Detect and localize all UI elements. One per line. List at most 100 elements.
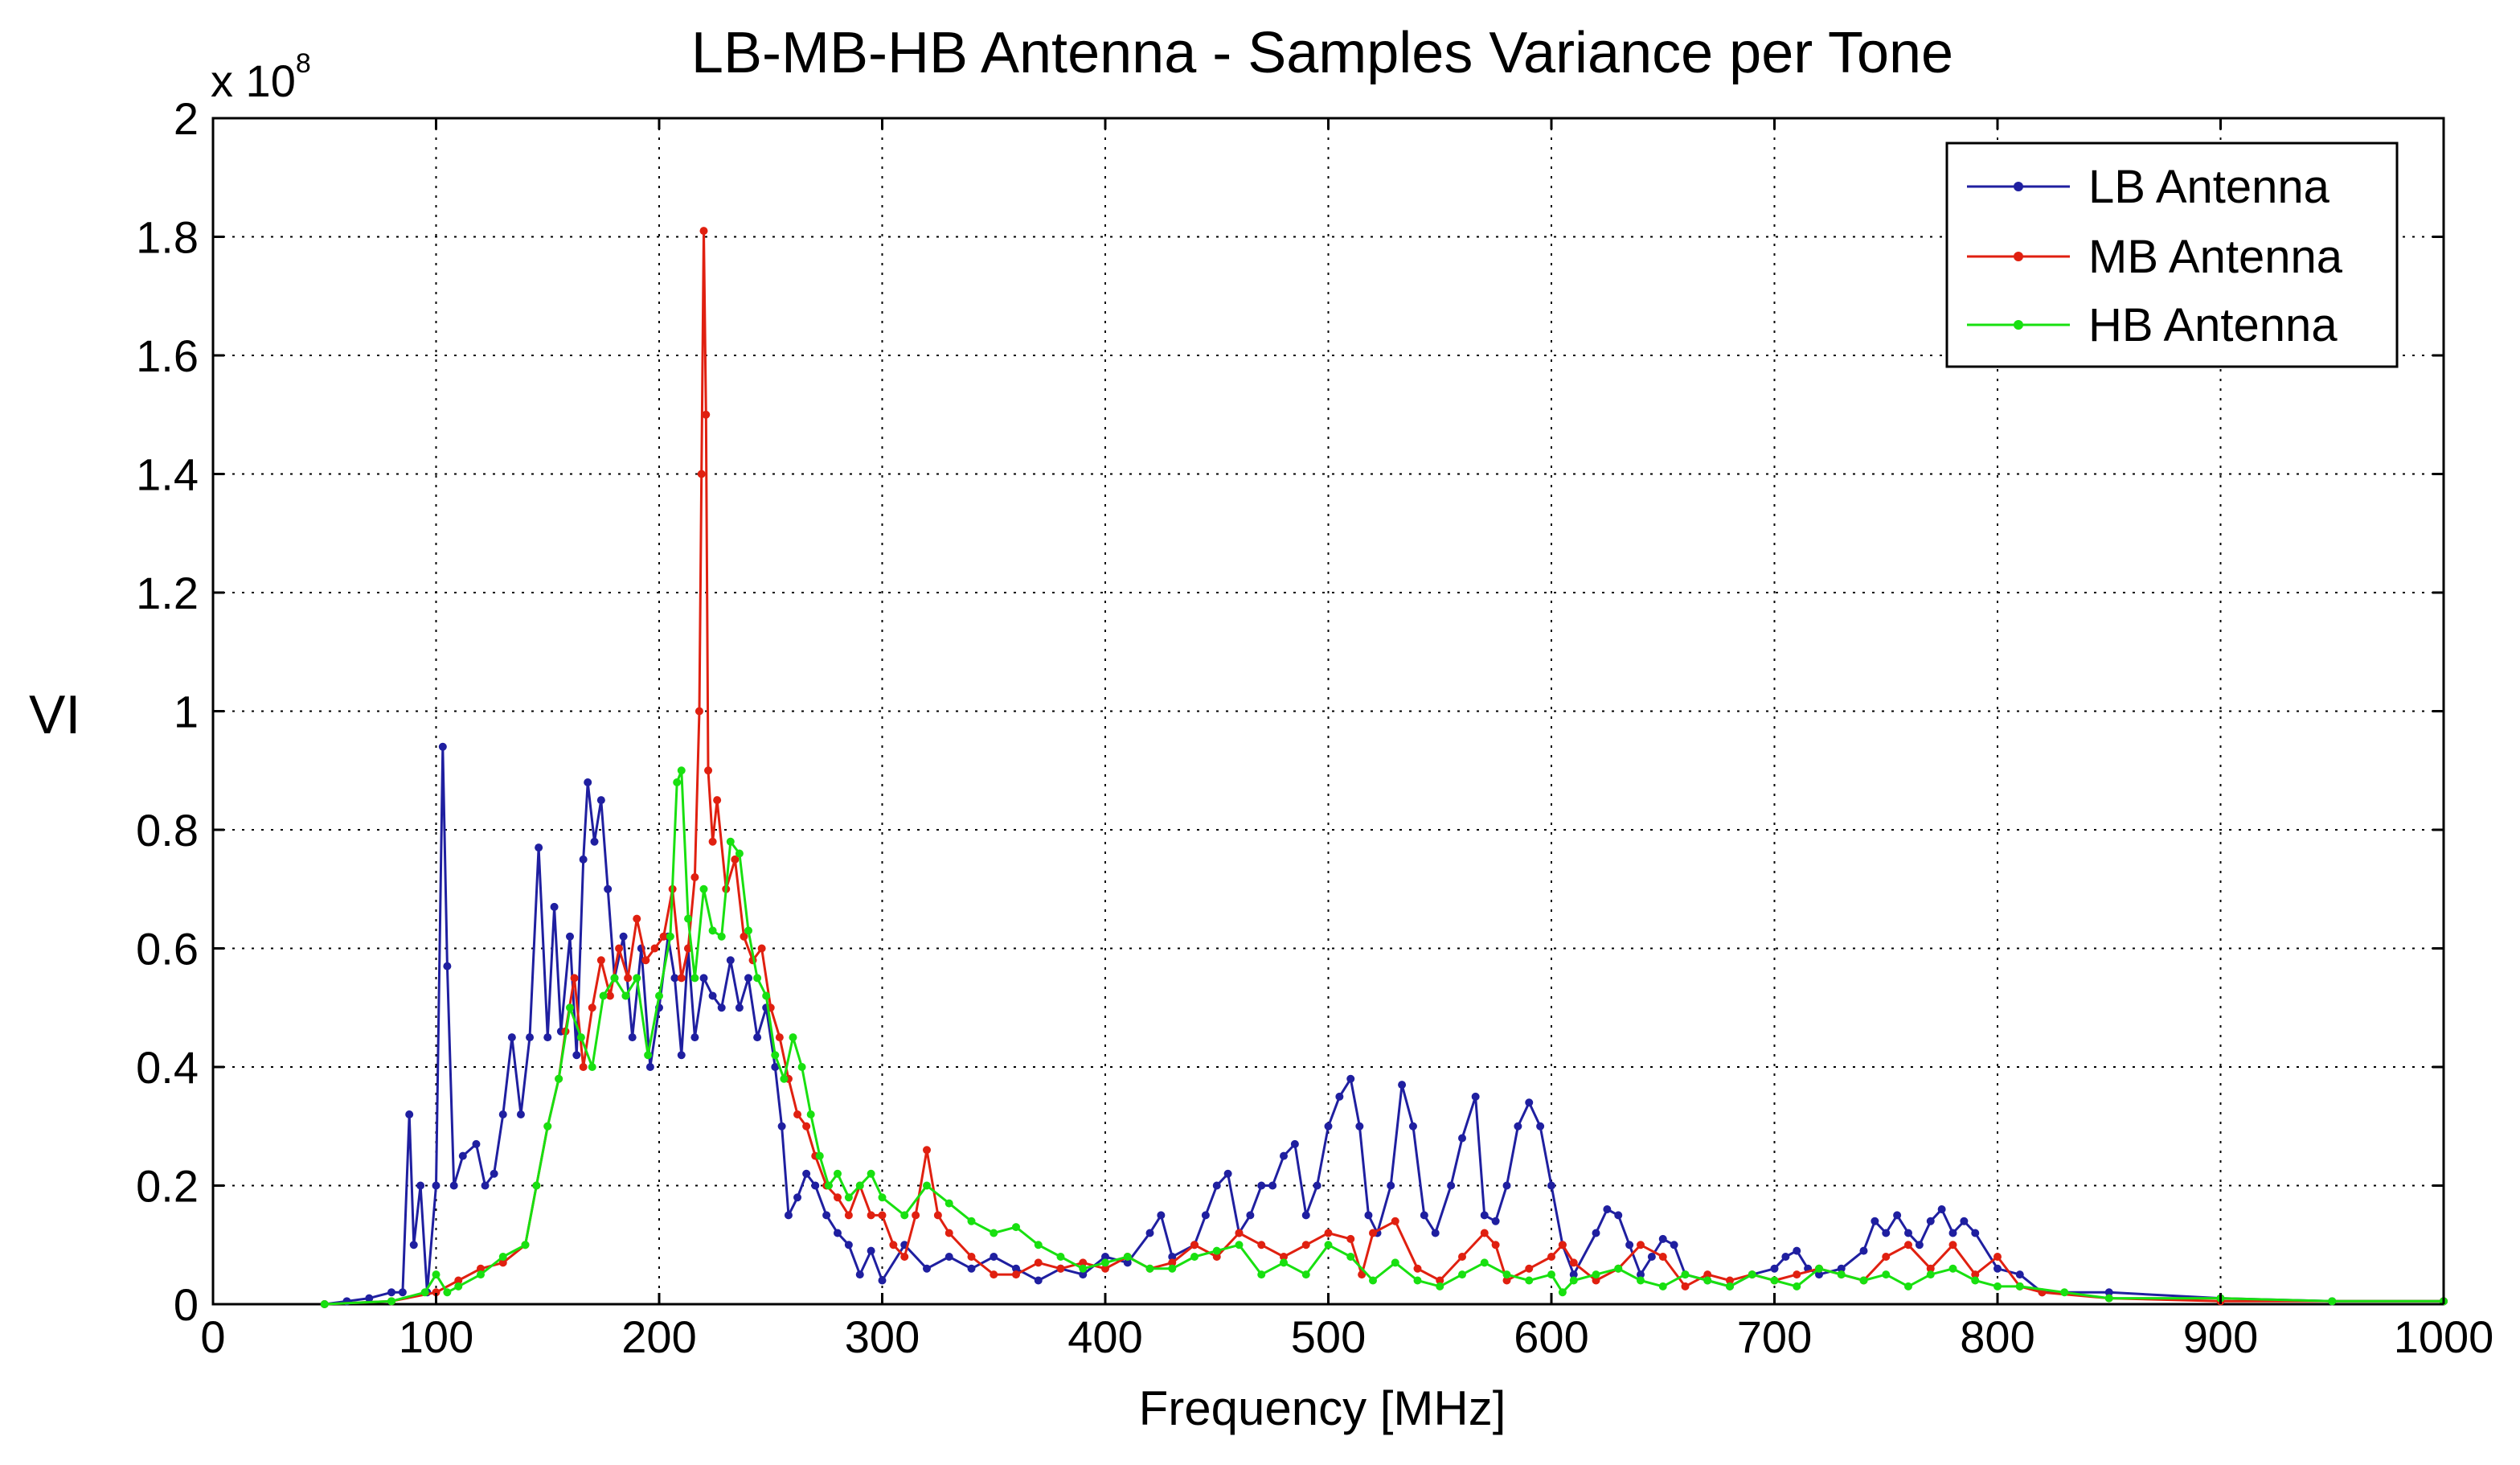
data-point — [757, 944, 766, 953]
data-point — [811, 1181, 820, 1190]
data-point — [1145, 1264, 1154, 1273]
data-point — [621, 991, 630, 1000]
data-point — [1471, 1092, 1480, 1101]
chart-title: LB-MB-HB Antenna - Samples Variance per … — [691, 21, 1953, 85]
data-point — [699, 884, 708, 893]
data-point — [1157, 1211, 1166, 1220]
data-point — [1212, 1253, 1221, 1261]
x-tick-label: 1000 — [2394, 1311, 2494, 1362]
data-point — [1770, 1276, 1779, 1285]
data-point — [923, 1146, 931, 1155]
data-point — [815, 1151, 824, 1160]
data-point — [1681, 1270, 1690, 1279]
data-point — [628, 1033, 637, 1042]
data-point — [2015, 1270, 2024, 1279]
data-point — [596, 796, 605, 805]
data-point — [1926, 1217, 1935, 1225]
data-point — [1235, 1229, 1244, 1237]
data-point — [1569, 1258, 1578, 1267]
data-point — [1387, 1181, 1395, 1190]
data-point — [432, 1288, 440, 1297]
data-point — [990, 1229, 998, 1237]
data-point — [822, 1211, 831, 1220]
data-point — [699, 227, 708, 236]
x-axis-label: Frequency [MHz] — [1139, 1381, 1506, 1435]
x-tick-label: 100 — [399, 1311, 473, 1362]
data-point — [472, 1139, 481, 1148]
y-tick-label: 1 — [174, 687, 199, 737]
data-point — [641, 956, 650, 965]
data-point — [889, 1241, 898, 1250]
data-point — [834, 1193, 842, 1202]
data-point — [1937, 1205, 1946, 1213]
data-point — [1637, 1241, 1645, 1250]
data-point — [780, 1074, 789, 1083]
data-point — [1301, 1211, 1310, 1220]
data-point — [619, 932, 628, 941]
data-point — [566, 1003, 574, 1012]
data-point — [1658, 1234, 1667, 1243]
data-point — [855, 1181, 864, 1190]
data-point — [458, 1151, 467, 1160]
data-point — [944, 1253, 953, 1261]
data-point — [744, 926, 752, 935]
y-tick-label: 0.8 — [136, 805, 199, 856]
data-point — [615, 944, 624, 953]
data-point — [1904, 1229, 1912, 1237]
data-point — [1993, 1282, 2002, 1291]
data-point — [535, 843, 543, 852]
data-point — [670, 974, 679, 983]
data-point — [579, 855, 588, 864]
data-point — [1346, 1074, 1355, 1083]
y-tick-label: 0 — [174, 1279, 199, 1330]
data-point — [507, 1033, 516, 1042]
y-tick-label: 0.6 — [136, 924, 199, 975]
data-point — [824, 1181, 833, 1190]
data-point — [1547, 1270, 1555, 1279]
data-point — [1971, 1229, 1980, 1237]
data-point — [1882, 1270, 1891, 1279]
x-tick-label: 300 — [845, 1311, 920, 1362]
data-point — [731, 855, 740, 864]
data-point — [1637, 1270, 1645, 1279]
data-point — [1012, 1223, 1020, 1232]
data-point — [481, 1181, 490, 1190]
data-point — [566, 932, 574, 941]
data-point — [1190, 1241, 1199, 1250]
data-point — [1971, 1270, 1980, 1279]
data-point — [1212, 1181, 1221, 1190]
data-point — [1313, 1181, 1321, 1190]
x-tick-label: 400 — [1067, 1311, 1142, 1362]
data-point — [438, 742, 447, 751]
data-point — [1355, 1122, 1364, 1131]
data-point — [1246, 1211, 1255, 1220]
data-point — [1436, 1282, 1444, 1291]
legend-marker-hb — [2014, 320, 2023, 330]
data-point — [990, 1270, 998, 1279]
data-point — [1447, 1181, 1456, 1190]
data-point — [550, 902, 559, 911]
legend-marker-mb — [2014, 252, 2023, 261]
data-point — [1391, 1258, 1399, 1267]
data-point — [1324, 1241, 1333, 1250]
data-point — [726, 956, 735, 965]
data-point — [532, 1181, 541, 1190]
data-point — [1257, 1181, 1266, 1190]
data-point — [771, 1063, 780, 1071]
data-point — [1502, 1270, 1511, 1279]
series-line — [324, 769, 2444, 1306]
data-point — [878, 1193, 887, 1202]
data-point — [673, 778, 682, 786]
data-point — [708, 837, 717, 846]
y-tick-label: 1.2 — [136, 568, 199, 618]
data-point — [1948, 1229, 1957, 1237]
data-point — [1960, 1217, 1969, 1225]
data-point — [579, 1063, 588, 1071]
data-point — [1431, 1229, 1440, 1237]
data-point — [1420, 1211, 1428, 1220]
data-point — [1346, 1253, 1355, 1261]
data-point — [570, 974, 579, 983]
data-point — [1190, 1253, 1199, 1261]
data-point — [697, 470, 706, 478]
data-point — [1904, 1241, 1912, 1250]
